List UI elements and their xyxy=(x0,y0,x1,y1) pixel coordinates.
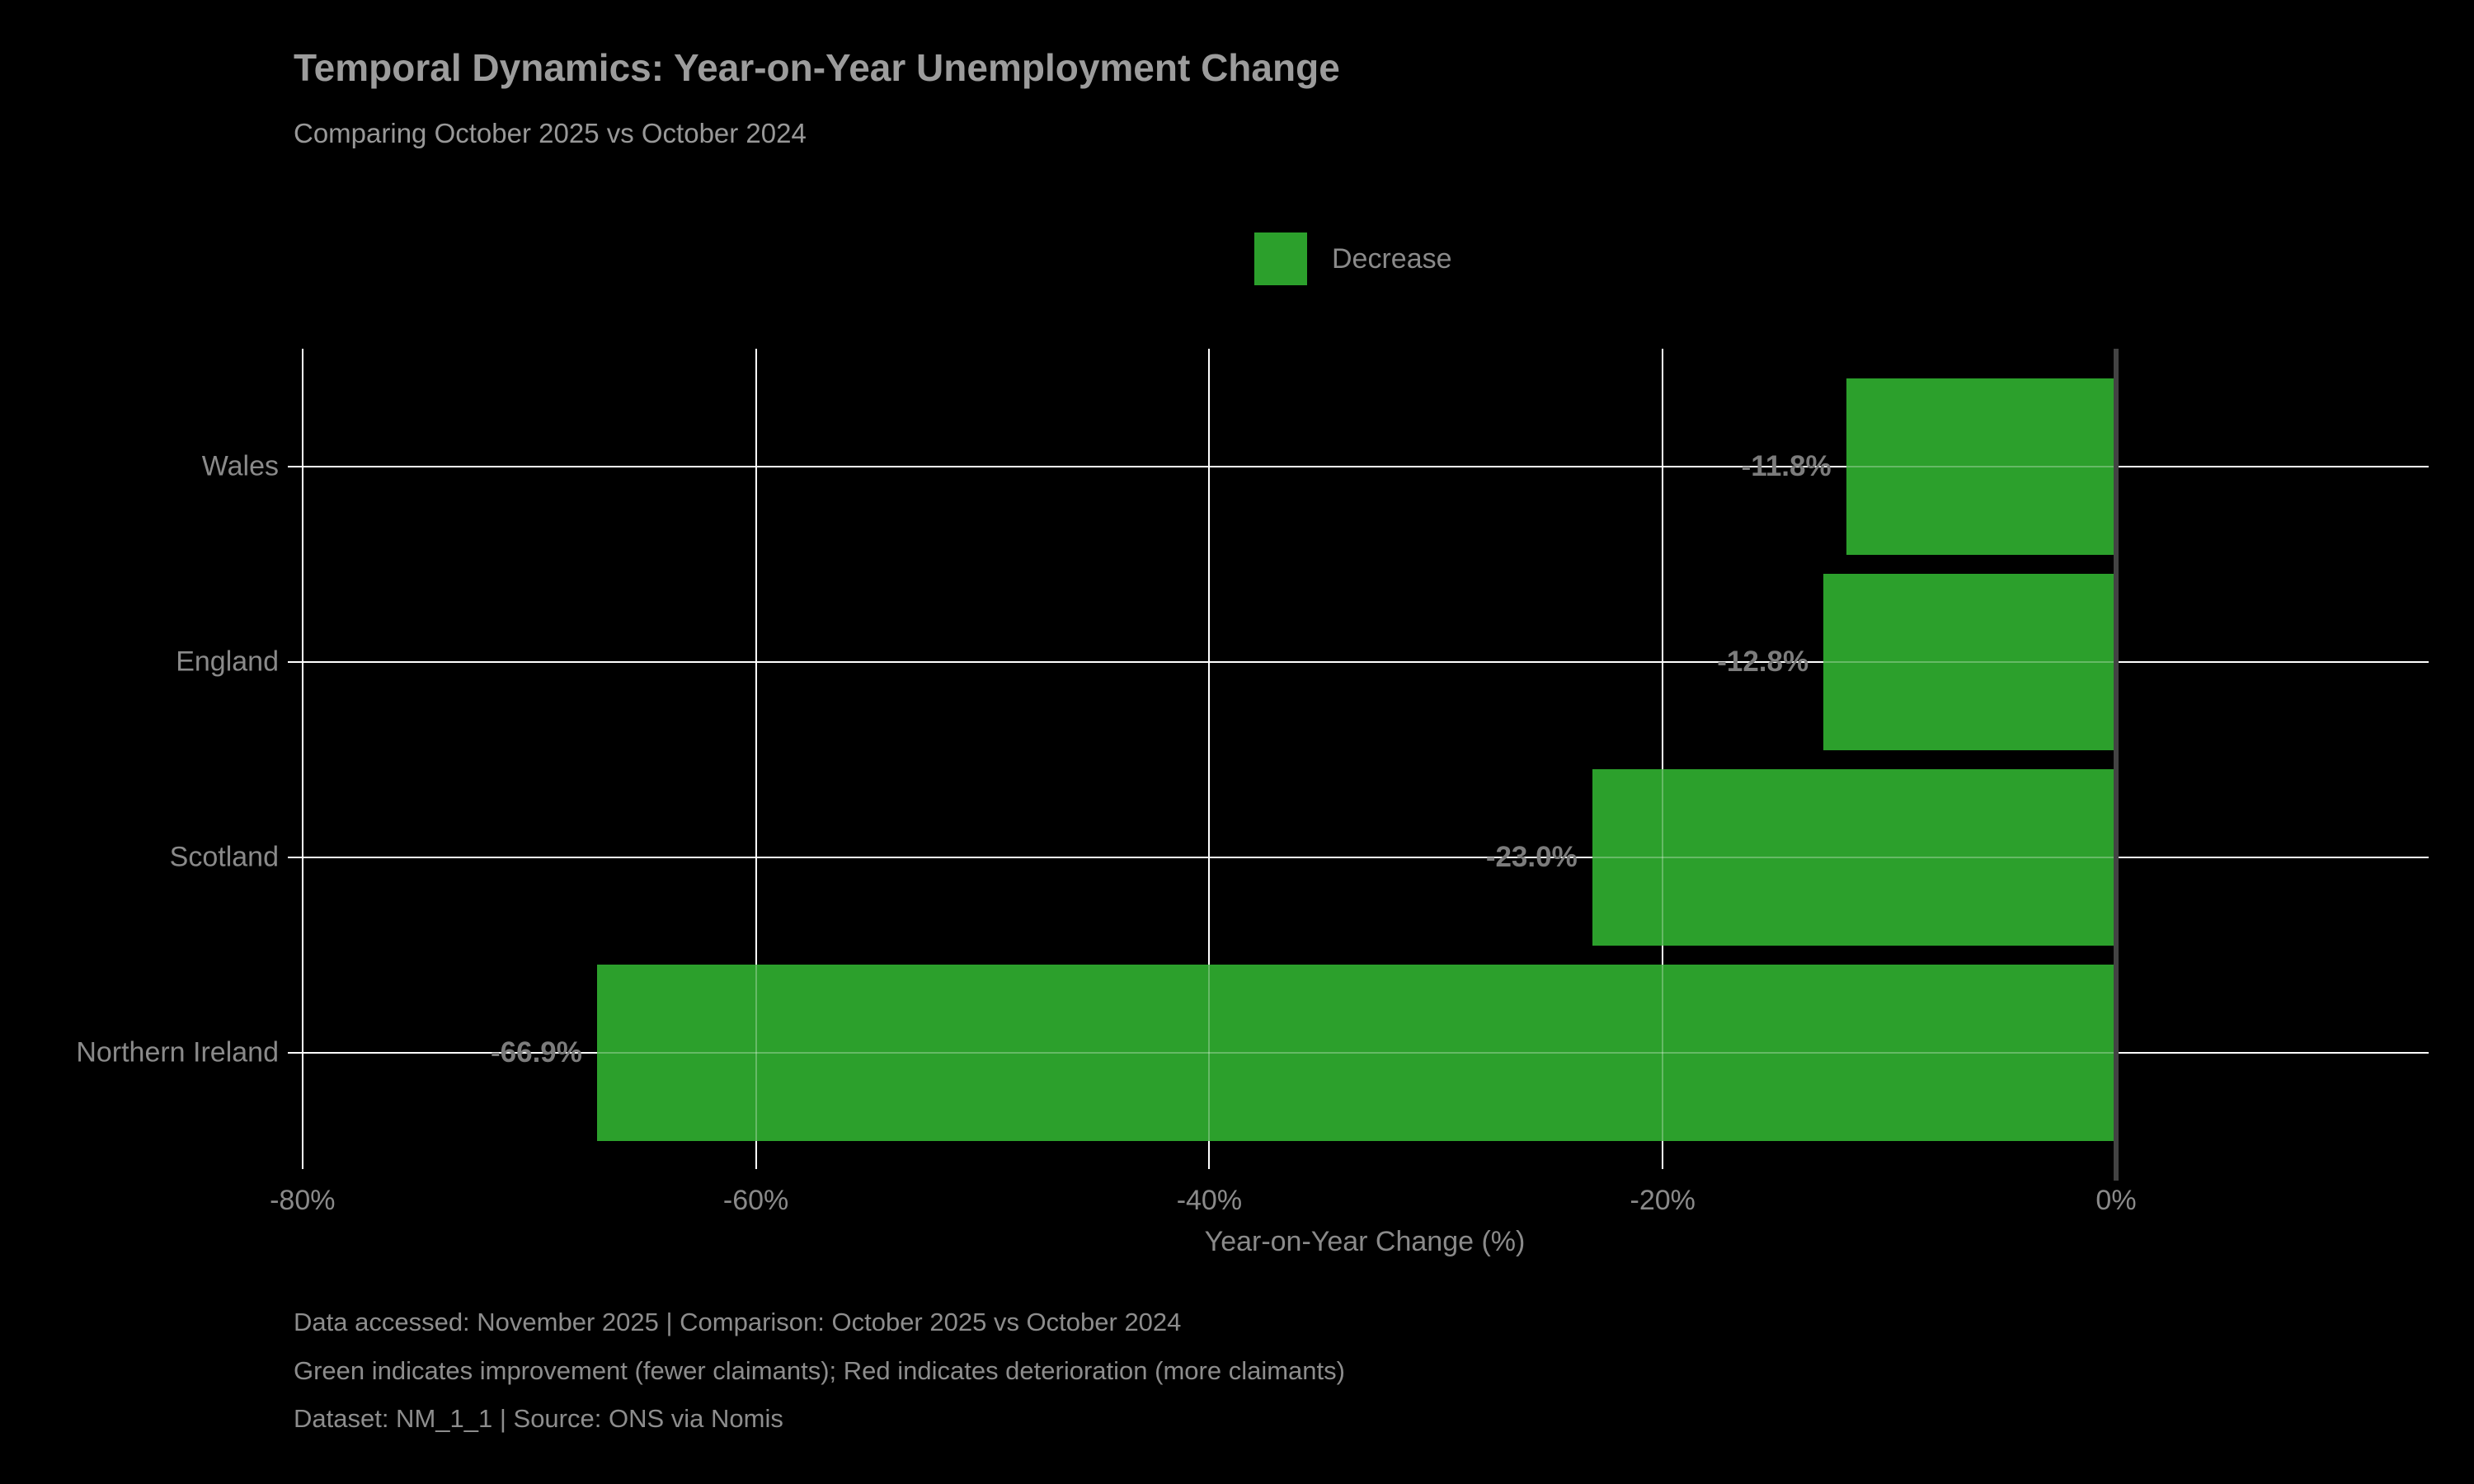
y-gridline-overlay xyxy=(303,661,2429,663)
y-gridline-overlay xyxy=(303,1052,2429,1054)
bar-value-label: -11.8% xyxy=(1741,450,1832,482)
y-gridline xyxy=(288,661,2429,663)
y-gridline xyxy=(288,857,2429,858)
footer-note-color-key: Green indicates improvement (fewer claim… xyxy=(294,1356,1345,1385)
y-tick-label: Northern Ireland xyxy=(76,1036,279,1068)
footer-note-dataset-source: Dataset: NM_1_1 | Source: ONS via Nomis xyxy=(294,1404,783,1433)
x-gridline xyxy=(1208,349,1211,1169)
legend: Decrease xyxy=(1254,232,1452,285)
legend-decrease-label: Decrease xyxy=(1332,242,1452,275)
x-gridline-overlay xyxy=(1208,349,1211,1169)
bar-value-label: -66.9% xyxy=(491,1036,582,1068)
chart-title: Temporal Dynamics: Year-on-Year Unemploy… xyxy=(294,46,1340,89)
x-tick-label: 0% xyxy=(2095,1185,2137,1216)
x-gridline xyxy=(1662,349,1664,1169)
bar-value-label: -12.8% xyxy=(1717,646,1809,678)
y-gridline-overlay xyxy=(303,466,2429,467)
x-gridline-overlay xyxy=(301,349,303,1169)
footer-note-data-accessed: Data accessed: November 2025 | Compariso… xyxy=(294,1308,1182,1336)
y-tick-label: Wales xyxy=(201,450,279,482)
x-tick-label: -60% xyxy=(722,1185,789,1216)
zero-line xyxy=(2114,349,2119,1181)
x-tick-label: -40% xyxy=(1176,1185,1243,1216)
bar-england xyxy=(1823,574,2114,750)
legend-decrease-swatch xyxy=(1254,232,1307,285)
y-tick-label: Scotland xyxy=(169,841,279,873)
bar-value-label: -23.0% xyxy=(1485,841,1578,873)
chart-subtitle: Comparing October 2025 vs October 2024 xyxy=(294,118,807,148)
y-gridline-overlay xyxy=(303,857,2429,858)
x-tick-label: -20% xyxy=(1630,1185,1696,1216)
x-gridline-overlay xyxy=(755,349,757,1169)
bar-northern-ireland xyxy=(596,965,2114,1141)
y-tick-label: England xyxy=(176,646,279,678)
x-gridline xyxy=(301,349,303,1169)
x-axis-title: Year-on-Year Change (%) xyxy=(1204,1226,1526,1257)
x-tick-label: -80% xyxy=(270,1185,336,1216)
x-gridline-overlay xyxy=(1662,349,1664,1169)
bar-wales xyxy=(1846,378,2114,555)
bar-scotland xyxy=(1592,769,2114,946)
x-gridline xyxy=(755,349,757,1169)
y-gridline xyxy=(288,466,2429,467)
